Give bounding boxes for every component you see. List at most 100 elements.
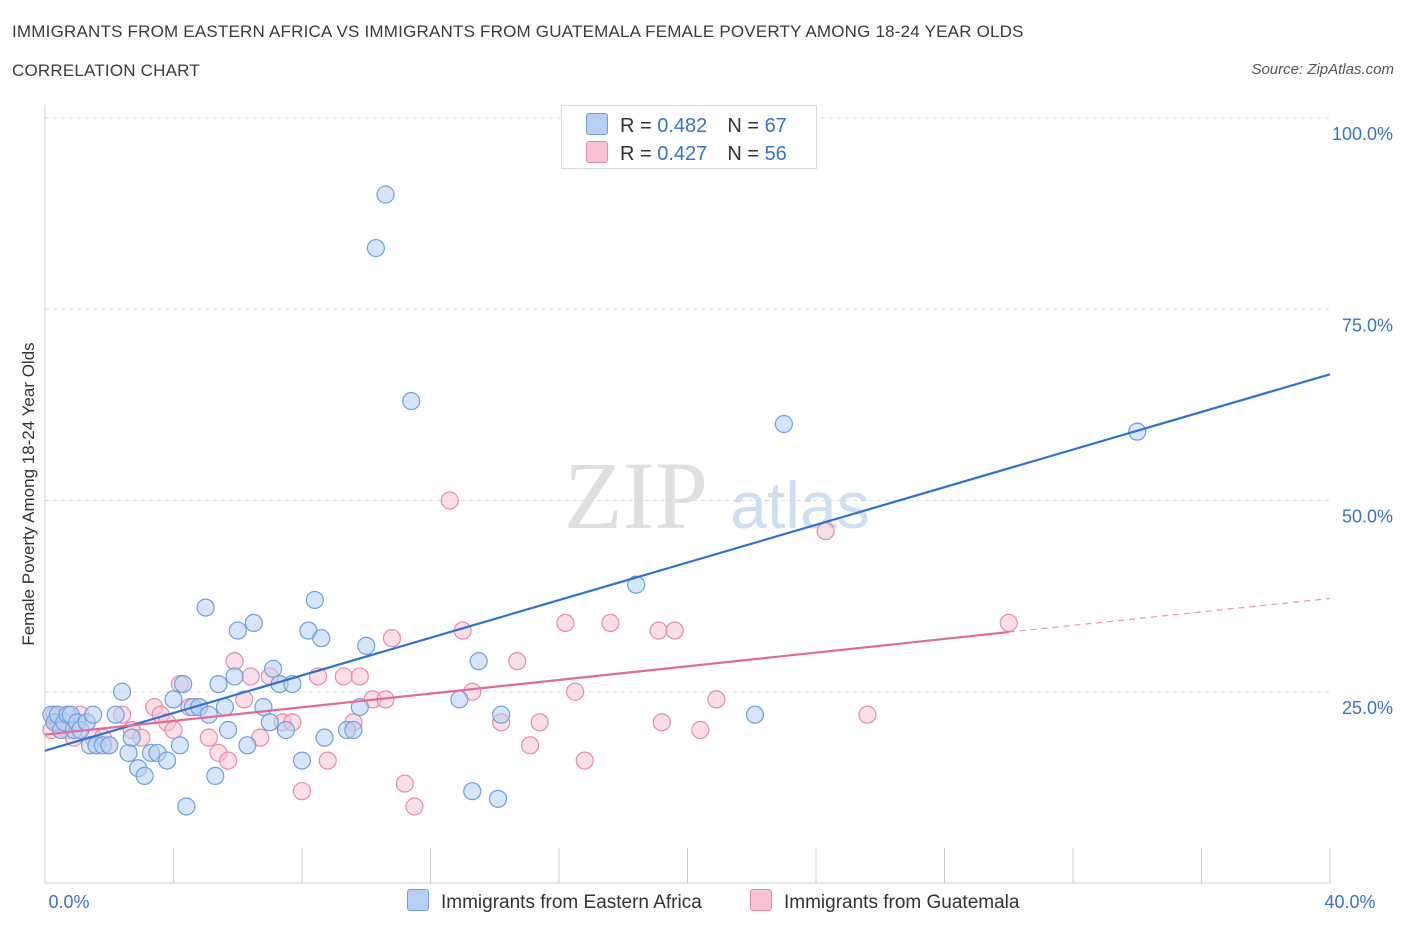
guatemala-point xyxy=(858,705,877,724)
eastern-africa-point xyxy=(463,782,482,801)
eastern-africa-point xyxy=(260,713,279,732)
eastern-africa-point xyxy=(469,652,488,671)
guatemala-point xyxy=(665,621,684,640)
eastern-africa-point xyxy=(164,690,183,709)
eastern-africa-point xyxy=(263,659,283,678)
guatemala-point xyxy=(530,713,549,732)
legend-r-value: 0.427 xyxy=(657,143,708,165)
eastern-africa-point xyxy=(219,720,238,740)
eastern-africa-point xyxy=(305,590,324,610)
eastern-africa-point xyxy=(450,690,469,709)
guatemala-point xyxy=(241,667,260,686)
blue-swatch-icon xyxy=(586,113,608,135)
bottom-legend-eastern-africa: Immigrants from Eastern Africa xyxy=(407,889,702,914)
legend-r-value: 0.482 xyxy=(657,115,708,137)
watermark-zip: ZIP xyxy=(564,442,708,549)
eastern-africa-point xyxy=(774,414,793,434)
eastern-africa-point xyxy=(199,705,218,724)
chart-title: IMMIGRANTS FROM EASTERN AFRICA VS IMMIGR… xyxy=(12,22,1024,41)
guatemala-point xyxy=(219,751,238,770)
axes xyxy=(44,105,1331,884)
eastern-africa-point xyxy=(344,720,363,740)
guatemala-point xyxy=(556,613,575,633)
eastern-africa-point xyxy=(492,705,511,724)
pink-swatch-icon xyxy=(750,889,772,911)
x-tick-label: 0.0% xyxy=(48,892,89,912)
eastern-africa-point xyxy=(215,697,234,717)
bottom-legend-label: Immigrants from Guatemala xyxy=(784,892,1020,913)
guatemala-point xyxy=(382,629,402,648)
eastern-africa-point xyxy=(402,391,421,411)
guatemala-point xyxy=(350,667,369,686)
guatemala-point xyxy=(334,667,353,686)
eastern-africa-point xyxy=(209,674,228,694)
guatemala-point xyxy=(652,713,671,732)
guatemala-point xyxy=(164,720,183,740)
y-axis-label: Female Poverty Among 18-24 Year Olds xyxy=(19,342,38,645)
eastern-africa-point xyxy=(366,238,385,258)
guatemala-point xyxy=(601,613,620,633)
legend-n-value: 67 xyxy=(764,115,787,137)
eastern-africa-point xyxy=(135,766,154,786)
eastern-africa-point xyxy=(174,674,193,694)
eastern-africa-point xyxy=(244,613,263,633)
legend-r-label: R = xyxy=(620,143,658,165)
eastern-africa-point xyxy=(170,736,190,755)
guatemala-point xyxy=(575,751,594,770)
watermark-atlas: atlas xyxy=(730,468,869,542)
guatemala-point xyxy=(508,652,527,671)
guatemala-point xyxy=(565,682,585,701)
guatemala-point xyxy=(691,720,710,740)
eastern-africa-point xyxy=(488,789,508,808)
eastern-africa-point xyxy=(84,705,103,724)
eastern-africa-point xyxy=(315,728,334,747)
eastern-africa-point xyxy=(119,743,138,763)
legend-r-label: R = xyxy=(620,115,658,137)
data-points xyxy=(42,185,1147,816)
y-tick-label: 100.0% xyxy=(1332,124,1393,144)
tick-labels: 25.0% 50.0% 75.0% 100.0% 0.0% 40.0% xyxy=(48,124,1393,912)
chart-subtitle: CORRELATION CHART xyxy=(12,61,200,80)
guatemala-point xyxy=(649,621,668,640)
eastern-africa-point xyxy=(157,751,177,770)
guatemala-point xyxy=(707,690,726,709)
guatemala-trend-line xyxy=(44,630,1009,736)
guatemala-point xyxy=(235,690,254,709)
eastern-africa-point xyxy=(238,736,257,755)
eastern-africa-point xyxy=(106,705,125,724)
eastern-africa-point xyxy=(376,185,395,204)
stats-legend: R = 0.482 N = 67 R = 0.427 N = 56 xyxy=(561,105,817,169)
source-credit: Source: ZipAtlas.com xyxy=(1251,61,1394,78)
guatemala-point xyxy=(816,521,835,541)
eastern-africa-point xyxy=(196,598,215,617)
grid xyxy=(45,117,1330,693)
y-tick-label: 75.0% xyxy=(1342,315,1393,335)
eastern-africa-point xyxy=(292,751,312,770)
guatemala-point xyxy=(225,652,244,671)
legend-n-label: N = xyxy=(727,115,765,137)
x-tick-label: 40.0% xyxy=(1324,892,1375,912)
guatemala-point xyxy=(999,613,1018,633)
guatemala-trend-line-extension xyxy=(1008,597,1331,633)
eastern-africa-point xyxy=(357,636,376,655)
y-tick-label: 25.0% xyxy=(1342,698,1393,718)
eastern-africa-trend-line xyxy=(44,373,1331,752)
blue-swatch-icon xyxy=(407,889,429,911)
legend-row-eastern-africa: R = 0.482 N = 67 xyxy=(586,113,787,137)
eastern-africa-point xyxy=(122,728,141,747)
guatemala-point xyxy=(520,736,540,755)
eastern-africa-point xyxy=(225,667,244,686)
eastern-africa-point xyxy=(350,697,369,717)
guatemala-point xyxy=(405,797,424,816)
eastern-africa-point xyxy=(177,797,196,816)
eastern-africa-point xyxy=(112,682,132,701)
guatemala-point xyxy=(199,728,218,747)
bottom-legend-label: Immigrants from Eastern Africa xyxy=(441,892,702,913)
pink-swatch-icon xyxy=(586,141,608,163)
eastern-africa-point xyxy=(228,621,247,640)
eastern-africa-point xyxy=(100,736,119,755)
legend-n-label: N = xyxy=(727,143,765,165)
bottom-legend-guatemala: Immigrants from Guatemala xyxy=(750,889,1019,914)
y-tick-label: 50.0% xyxy=(1342,507,1393,527)
